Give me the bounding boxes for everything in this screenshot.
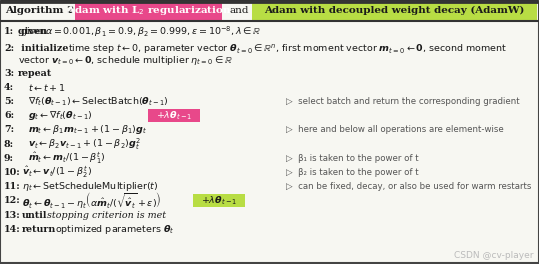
Text: time step $t \leftarrow 0$, parameter vector $\boldsymbol{\theta}_{t=0} \in \mat: time step $t \leftarrow 0$, parameter ve… [68,42,507,56]
Text: return: return [22,225,56,234]
Text: 13:: 13: [4,211,20,220]
Text: 10:: 10: [4,168,20,177]
Text: ▷  β₂ is taken to the power of t: ▷ β₂ is taken to the power of t [286,168,419,177]
Text: $\boldsymbol{m}_t \leftarrow \beta_1 \boldsymbol{m}_{t-1} + (1 - \beta_1)\boldsy: $\boldsymbol{m}_t \leftarrow \beta_1 \bo… [28,123,147,136]
Text: stopping criterion is met: stopping criterion is met [47,211,166,220]
Text: 4:: 4: [4,83,14,92]
Text: ▷  select batch and return the corresponding gradient: ▷ select batch and return the correspond… [286,97,520,106]
FancyBboxPatch shape [75,2,222,20]
Text: Adam with L$_2$ regularization: Adam with L$_2$ regularization [66,4,231,17]
Text: 12:: 12: [4,196,20,205]
Text: $\hat{\boldsymbol{m}}_t \leftarrow \boldsymbol{m}_t/(1 - \beta_1^t)$: $\hat{\boldsymbol{m}}_t \leftarrow \bold… [28,151,106,166]
Text: $t \leftarrow t + 1$: $t \leftarrow t + 1$ [28,82,66,93]
Text: until: until [22,211,47,220]
Text: 3:: 3: [4,69,14,78]
Text: 6:: 6: [4,111,14,120]
Text: $\boldsymbol{g}_t \leftarrow \nabla f_t(\boldsymbol{\theta}_{t-1})$: $\boldsymbol{g}_t \leftarrow \nabla f_t(… [28,109,93,122]
Text: repeat: repeat [18,69,52,78]
Text: ▷  here and below all operations are element-wise: ▷ here and below all operations are elem… [286,125,504,134]
Text: $\nabla f_t(\boldsymbol{\theta}_{t-1}) \leftarrow \mathrm{SelectBatch}(\boldsymb: $\nabla f_t(\boldsymbol{\theta}_{t-1}) \… [28,95,169,108]
Text: ▷  β₁ is taken to the power of t: ▷ β₁ is taken to the power of t [286,154,419,163]
Text: 7:: 7: [4,125,14,134]
Text: CSDN @cv-player: CSDN @cv-player [454,252,534,261]
Text: 1:: 1: [4,27,14,36]
Text: $\boldsymbol{v}_t \leftarrow \beta_2 \boldsymbol{v}_{t-1} + (1 - \beta_2)\boldsy: $\boldsymbol{v}_t \leftarrow \beta_2 \bo… [28,136,141,152]
Text: 8:: 8: [4,140,14,149]
Text: $\hat{\boldsymbol{v}}_t \leftarrow \boldsymbol{v}_t/(1 - \beta_2^t)$: $\hat{\boldsymbol{v}}_t \leftarrow \bold… [22,165,92,180]
Text: $+\lambda\boldsymbol{\theta}_{t-1}$: $+\lambda\boldsymbol{\theta}_{t-1}$ [156,110,192,122]
Text: $\alpha = 0.001, \beta_1 = 0.9, \beta_2 = 0.999, \epsilon = 10^{-8}, \lambda \in: $\alpha = 0.001, \beta_1 = 0.9, \beta_2 … [45,24,261,39]
FancyBboxPatch shape [148,109,200,122]
Text: $+\lambda\boldsymbol{\theta}_{t-1}$: $+\lambda\boldsymbol{\theta}_{t-1}$ [201,195,237,207]
Text: Algorithm 2: Algorithm 2 [5,6,74,15]
Text: given: given [18,27,50,36]
Text: 9:: 9: [4,154,14,163]
Text: initialize: initialize [18,44,68,53]
Text: $\eta_t \leftarrow \mathrm{SetScheduleMultiplier}(t)$: $\eta_t \leftarrow \mathrm{SetScheduleMu… [22,180,158,193]
Text: Adam with decoupled weight decay (AdamW): Adam with decoupled weight decay (AdamW) [264,6,524,15]
Text: vector $\boldsymbol{v}_{t=0} \leftarrow \boldsymbol{0}$, schedule multiplier $\e: vector $\boldsymbol{v}_{t=0} \leftarrow … [18,54,233,67]
FancyBboxPatch shape [193,194,245,208]
Text: 2:: 2: [4,44,14,53]
Text: optimized parameters $\boldsymbol{\theta}_t$: optimized parameters $\boldsymbol{\theta… [55,223,175,236]
Text: 14:: 14: [4,225,20,234]
FancyBboxPatch shape [252,2,537,20]
Text: ▷  can be fixed, decay, or also be used for warm restarts: ▷ can be fixed, decay, or also be used f… [286,182,531,191]
Text: $\boldsymbol{\theta}_t \leftarrow \boldsymbol{\theta}_{t-1} - \eta_t\left(\alpha: $\boldsymbol{\theta}_t \leftarrow \bolds… [22,191,161,211]
Text: and: and [230,6,250,15]
Text: given: given [18,27,50,36]
Text: 5:: 5: [4,97,14,106]
Text: 11:: 11: [4,182,20,191]
